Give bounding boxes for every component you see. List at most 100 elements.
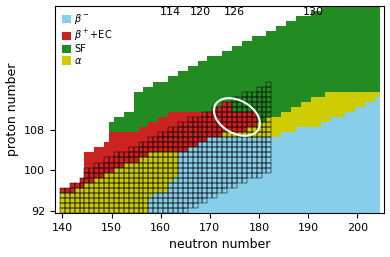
Bar	[99, 183, 104, 188]
Bar	[134, 152, 138, 158]
Bar	[188, 208, 193, 213]
Bar	[262, 147, 266, 152]
Bar	[247, 162, 252, 168]
Bar	[163, 193, 168, 198]
Bar	[94, 168, 99, 173]
Bar	[247, 142, 252, 147]
Bar	[311, 142, 316, 147]
Bar	[286, 203, 291, 208]
Bar	[340, 112, 345, 117]
Bar	[198, 132, 202, 137]
Bar	[247, 203, 252, 208]
Bar	[330, 193, 335, 198]
Bar	[242, 102, 247, 107]
Bar	[173, 107, 178, 112]
Bar	[370, 36, 375, 41]
Bar	[355, 61, 360, 66]
Bar	[262, 188, 266, 193]
Bar	[296, 46, 301, 51]
Bar	[217, 92, 222, 97]
Bar	[198, 162, 202, 168]
Bar	[94, 208, 99, 213]
Bar	[281, 61, 286, 66]
Bar	[355, 178, 360, 183]
Bar	[355, 183, 360, 188]
Bar	[178, 81, 183, 87]
Bar	[325, 41, 330, 46]
Bar	[144, 102, 148, 107]
Bar	[99, 208, 104, 213]
Bar	[311, 112, 316, 117]
Bar	[296, 31, 301, 36]
Bar	[124, 208, 129, 213]
Bar	[271, 162, 276, 168]
Bar	[345, 132, 350, 137]
Bar	[94, 198, 99, 203]
Bar	[296, 127, 301, 132]
Bar	[129, 132, 134, 137]
Bar	[311, 183, 316, 188]
Bar	[217, 107, 222, 112]
Bar	[193, 203, 198, 208]
Bar	[74, 193, 80, 198]
Bar	[345, 46, 350, 51]
Bar	[262, 137, 266, 142]
Bar	[355, 97, 360, 102]
Bar	[94, 162, 99, 168]
Bar	[350, 127, 355, 132]
Bar	[163, 168, 168, 173]
Bar	[148, 188, 153, 193]
Bar	[168, 203, 173, 208]
Bar	[271, 76, 276, 81]
Bar	[242, 158, 247, 162]
Bar	[370, 66, 375, 71]
Bar	[281, 31, 286, 36]
Bar	[281, 46, 286, 51]
Bar	[85, 168, 89, 173]
Bar	[321, 193, 325, 198]
Bar	[104, 203, 109, 208]
Bar	[138, 168, 144, 173]
Bar	[148, 152, 153, 158]
Bar	[153, 142, 158, 147]
Bar	[316, 188, 321, 193]
Bar	[257, 208, 262, 213]
Bar	[321, 11, 325, 16]
Bar	[198, 152, 202, 158]
Bar	[178, 137, 183, 142]
Bar	[65, 198, 70, 203]
Bar	[134, 198, 138, 203]
Bar	[217, 152, 222, 158]
Bar	[89, 183, 94, 188]
Bar	[296, 112, 301, 117]
Bar	[144, 97, 148, 102]
Bar	[345, 97, 350, 102]
Bar	[350, 66, 355, 71]
Bar	[242, 87, 247, 92]
Bar	[198, 147, 202, 152]
Bar	[134, 188, 138, 193]
Bar	[375, 188, 379, 193]
Bar	[311, 173, 316, 178]
Bar	[340, 147, 345, 152]
Bar	[316, 142, 321, 147]
Bar	[212, 178, 217, 183]
Bar	[227, 61, 232, 66]
Bar	[291, 152, 296, 158]
Bar	[134, 178, 138, 183]
Bar	[188, 137, 193, 142]
Bar	[198, 142, 202, 147]
Bar	[271, 127, 276, 132]
Bar	[345, 142, 350, 147]
Bar	[365, 132, 370, 137]
Bar	[232, 193, 237, 198]
Bar	[129, 188, 134, 193]
Bar	[311, 71, 316, 76]
Bar	[321, 173, 325, 178]
Bar	[227, 132, 232, 137]
Bar	[202, 117, 207, 122]
Bar	[183, 142, 188, 147]
Bar	[114, 198, 119, 203]
Bar	[188, 102, 193, 107]
Bar	[109, 147, 114, 152]
